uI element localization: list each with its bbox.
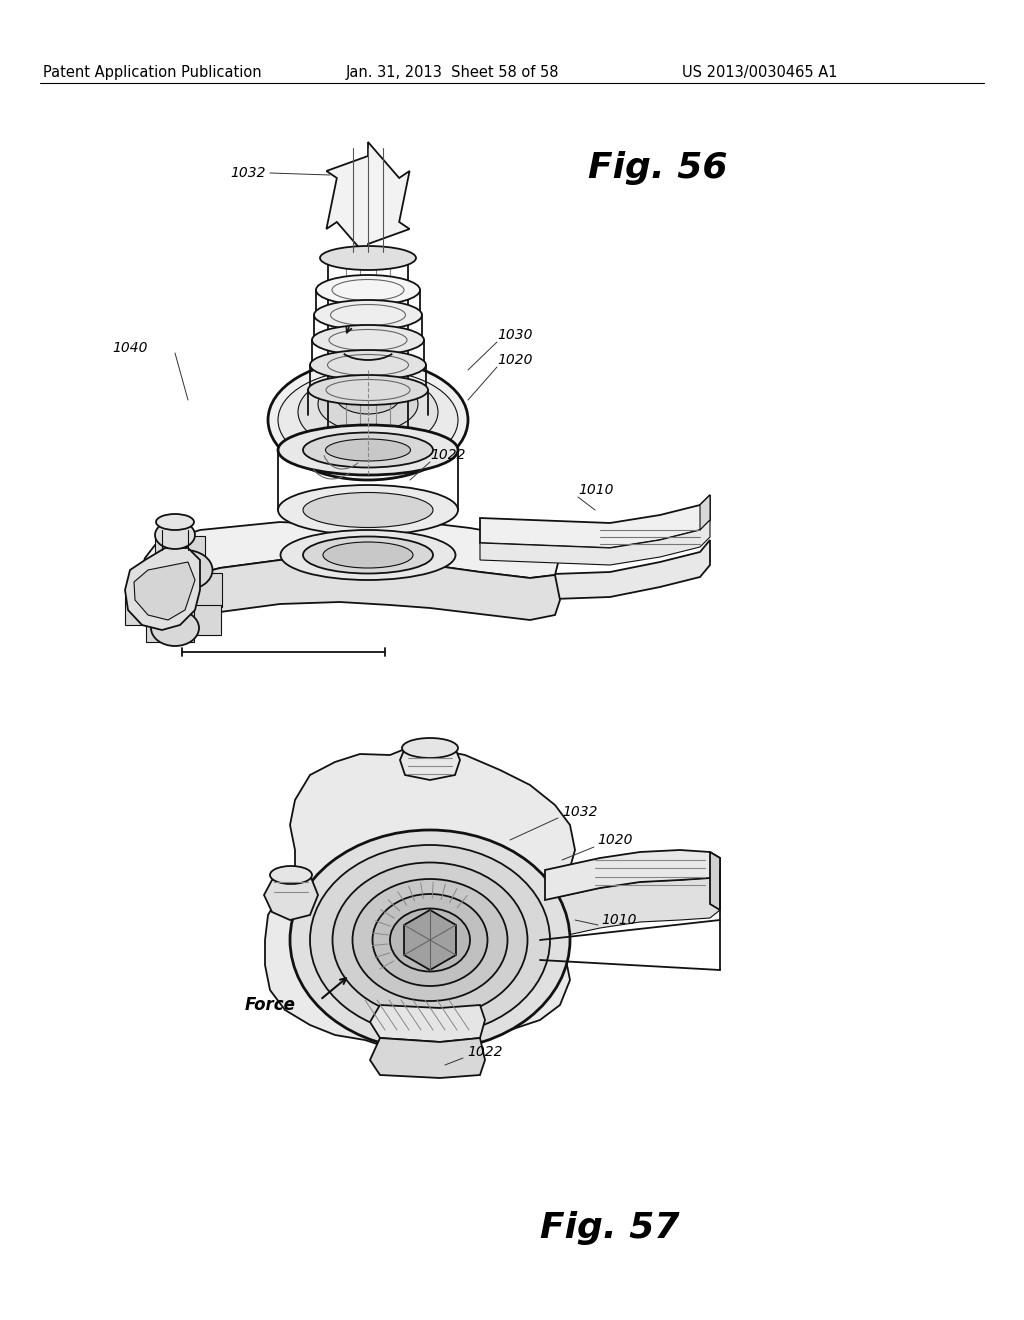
Polygon shape xyxy=(140,520,560,590)
Polygon shape xyxy=(710,851,720,909)
Text: 1032: 1032 xyxy=(562,805,597,818)
Ellipse shape xyxy=(303,492,433,528)
Text: 1020: 1020 xyxy=(597,833,633,847)
Ellipse shape xyxy=(326,440,411,461)
Ellipse shape xyxy=(303,536,433,573)
Polygon shape xyxy=(327,143,410,257)
Ellipse shape xyxy=(390,908,470,972)
Polygon shape xyxy=(146,609,194,642)
Text: Fig. 57: Fig. 57 xyxy=(540,1210,680,1245)
Ellipse shape xyxy=(140,579,190,616)
Polygon shape xyxy=(545,870,720,940)
Text: 1022: 1022 xyxy=(430,447,466,462)
Polygon shape xyxy=(420,540,710,603)
Text: 1032: 1032 xyxy=(230,166,265,180)
Ellipse shape xyxy=(323,543,413,568)
Ellipse shape xyxy=(373,894,487,986)
Polygon shape xyxy=(134,562,195,620)
Polygon shape xyxy=(265,744,575,1065)
Ellipse shape xyxy=(308,375,428,405)
Text: Fig. 56: Fig. 56 xyxy=(588,150,727,185)
Ellipse shape xyxy=(281,531,456,579)
Ellipse shape xyxy=(290,830,570,1049)
Text: 1020: 1020 xyxy=(497,352,532,367)
Ellipse shape xyxy=(156,513,194,531)
Polygon shape xyxy=(264,870,318,920)
Polygon shape xyxy=(125,548,200,630)
Ellipse shape xyxy=(336,378,400,414)
Ellipse shape xyxy=(314,300,422,330)
Polygon shape xyxy=(370,1005,485,1041)
Ellipse shape xyxy=(316,275,420,305)
Text: 1022: 1022 xyxy=(467,1045,503,1059)
Ellipse shape xyxy=(270,866,312,884)
Ellipse shape xyxy=(158,550,213,590)
Text: Force: Force xyxy=(245,997,296,1014)
Text: 1010: 1010 xyxy=(578,483,613,498)
Text: 1040: 1040 xyxy=(112,341,147,355)
Polygon shape xyxy=(179,605,221,635)
Ellipse shape xyxy=(278,425,458,475)
Ellipse shape xyxy=(408,921,453,958)
Polygon shape xyxy=(145,558,560,635)
Polygon shape xyxy=(480,520,710,565)
Ellipse shape xyxy=(352,879,508,1001)
Polygon shape xyxy=(545,850,720,900)
Polygon shape xyxy=(125,595,165,624)
Polygon shape xyxy=(404,909,456,970)
Ellipse shape xyxy=(318,376,418,432)
Polygon shape xyxy=(400,741,460,780)
Polygon shape xyxy=(700,495,710,531)
Ellipse shape xyxy=(319,246,416,271)
Text: Jan. 31, 2013  Sheet 58 of 58: Jan. 31, 2013 Sheet 58 of 58 xyxy=(345,66,559,81)
Ellipse shape xyxy=(155,521,195,549)
Ellipse shape xyxy=(268,360,468,480)
Polygon shape xyxy=(178,573,222,607)
Text: Patent Application Publication: Patent Application Publication xyxy=(43,66,261,81)
Text: 1030: 1030 xyxy=(497,327,532,342)
Ellipse shape xyxy=(402,738,458,758)
Ellipse shape xyxy=(278,484,458,535)
Ellipse shape xyxy=(310,845,550,1035)
Polygon shape xyxy=(480,495,710,548)
Text: 1010: 1010 xyxy=(601,913,637,927)
Polygon shape xyxy=(370,1038,485,1078)
Ellipse shape xyxy=(310,350,426,380)
Ellipse shape xyxy=(278,370,458,470)
Polygon shape xyxy=(155,536,205,574)
Ellipse shape xyxy=(151,610,199,645)
Ellipse shape xyxy=(303,433,433,467)
Ellipse shape xyxy=(333,862,527,1018)
Text: US 2013/0030465 A1: US 2013/0030465 A1 xyxy=(682,66,838,81)
Ellipse shape xyxy=(298,374,438,451)
Ellipse shape xyxy=(312,325,424,355)
